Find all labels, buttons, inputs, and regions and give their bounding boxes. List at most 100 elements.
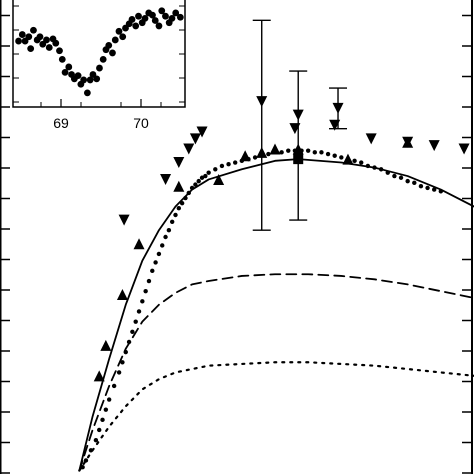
main-triangle-up-point [402, 136, 414, 148]
main-triangle-down-point [428, 140, 440, 152]
main-dense-point [189, 185, 195, 191]
main-dense-point [143, 288, 148, 294]
main-dotted-curve-line [78, 361, 474, 472]
main-right-ticks [462, 14, 472, 474]
main-dense-point [226, 162, 231, 167]
inset-point [155, 22, 163, 30]
main-dense-point [160, 243, 165, 248]
main-dense-point [385, 170, 390, 175]
main-dense-point [252, 155, 258, 160]
main-dense-point [412, 180, 417, 186]
main-dense-point [153, 260, 158, 265]
main-triangle-up-point [173, 180, 185, 192]
inset-point [27, 45, 35, 52]
main-dense-point [305, 148, 311, 153]
main-dense-point [123, 349, 128, 355]
inset-point [93, 75, 101, 83]
main-dense-point [352, 158, 357, 164]
inset-point [109, 49, 116, 57]
main-dense-point [103, 407, 109, 412]
inset-point [61, 68, 69, 76]
main-triangle-down-point [196, 126, 208, 138]
main-dense-point [193, 182, 198, 187]
inset-point [172, 9, 180, 17]
main-dense-point [130, 329, 135, 334]
main-dense-point [150, 268, 155, 274]
inset-point [115, 27, 123, 35]
main-dashed-curve-line [78, 273, 474, 472]
main-dense-point [176, 206, 182, 211]
main-dense-point [173, 212, 178, 218]
inset-point [141, 14, 149, 22]
main-triangle-up-point [133, 238, 145, 250]
inset-point [86, 76, 94, 84]
inset-point [18, 31, 26, 38]
inset-point [149, 11, 156, 19]
inset-point [80, 76, 88, 84]
inset-point [83, 89, 91, 97]
main-dense-point [418, 184, 424, 189]
main-error-point [332, 102, 344, 114]
inset-point [36, 33, 44, 41]
main-triangle-down-point [365, 133, 377, 145]
main-dense-point [365, 163, 371, 169]
main-dense-point [186, 190, 191, 196]
inset-point [43, 36, 50, 44]
main-dense-point [213, 167, 218, 172]
main-dense-point [425, 185, 430, 191]
inset-point [96, 64, 103, 72]
main-dense-point [163, 234, 168, 240]
main-triangle-up-point [269, 143, 281, 155]
inset-point [111, 36, 119, 44]
main-triangle-down-point [160, 173, 172, 185]
main-dense-point [378, 167, 384, 172]
main-dense-point [169, 219, 175, 224]
inset-point [45, 44, 53, 51]
main-triangle-down-point [458, 143, 470, 155]
inset-plot-area: 69 70 [12, 0, 186, 131]
inset-point [176, 13, 184, 21]
main-dense-point [140, 299, 145, 304]
inset-series-group [15, 7, 184, 97]
inset-point [168, 14, 176, 22]
main-error-point [256, 96, 268, 108]
main-dense-point [196, 178, 201, 184]
main-dense-point [83, 458, 89, 463]
main-dense-point [120, 360, 125, 365]
inset-point [158, 7, 166, 15]
main-dense-point [166, 228, 172, 233]
main-dense-point [392, 173, 397, 179]
inset-point [119, 33, 127, 41]
main-left-ticks [0, 14, 10, 474]
main-dense-point [405, 178, 410, 184]
main-dense-point [93, 437, 99, 443]
main-triangle-up-point [342, 153, 354, 165]
inset-x-tick-label: 69 [53, 115, 69, 131]
inset-point [135, 12, 142, 20]
main-dense-point [325, 151, 331, 157]
main-dense-point [183, 195, 188, 201]
inset-point [74, 72, 82, 79]
inset-point [162, 12, 169, 20]
inset-point [105, 41, 113, 49]
main-dense-point [111, 383, 117, 389]
main-dense-point [398, 175, 404, 180]
main-dense-point [359, 160, 364, 165]
inset-ticks [13, 5, 185, 107]
main-dense-point [146, 278, 152, 284]
main-dense-point [126, 339, 132, 345]
main-triangle-up-point [116, 289, 128, 301]
main-dense-point [286, 148, 291, 153]
main-dense-point [312, 150, 317, 155]
main-triangle-up-point [239, 150, 251, 162]
inset-point [25, 33, 33, 41]
main-dense-point [279, 150, 284, 155]
inset-point [151, 17, 159, 24]
main-error-point [292, 109, 304, 121]
main-dense-point [432, 187, 437, 192]
main-solid-curve-line [78, 158, 474, 472]
main-dense-point [179, 200, 185, 206]
main-dense-point [266, 151, 271, 157]
